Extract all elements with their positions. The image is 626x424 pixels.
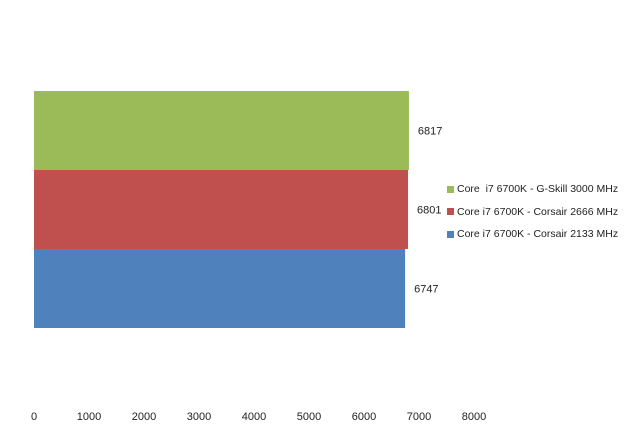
x-tick-label: 4000 [242,411,266,423]
x-tick-label: 6000 [352,411,376,423]
legend: Core i7 6700K - G-Skill 3000 MHz Core i7… [447,178,618,246]
x-tick-label: 5000 [297,411,321,423]
bars-group [34,91,409,328]
legend-swatch-gskill-3000 [447,185,454,193]
data-label-corsair-2133: 6747 [414,284,438,296]
data-label-gskill-3000: 6817 [418,126,442,138]
x-tick-label: 2000 [132,411,156,423]
bar-gskill-3000 [34,91,409,170]
bar-corsair-2133 [34,249,406,328]
x-tick-label: 7000 [407,411,431,423]
data-label-corsair-2666: 6801 [417,205,441,217]
legend-item-corsair-2666: Core i7 6700K - Corsair 2666 MHz [447,201,618,224]
x-tick-label: 3000 [187,411,211,423]
legend-label-corsair-2666: Core i7 6700K - Corsair 2666 MHz [457,205,619,218]
legend-swatch-corsair-2133 [447,230,454,238]
legend-item-corsair-2133: Core i7 6700K - Corsair 2133 MHz [447,223,618,246]
legend-label-corsair-2133: Core i7 6700K - Corsair 2133 MHz [457,228,619,241]
data-labels-group: 6817 6801 6747 [414,126,442,296]
legend-item-gskill-3000: Core i7 6700K - G-Skill 3000 MHz [447,178,618,201]
x-axis-ticks: 0 1000 2000 3000 4000 5000 6000 7000 8000 [31,411,486,423]
x-tick-label: 0 [31,411,37,423]
x-tick-label: 8000 [462,411,486,423]
legend-label-gskill-3000: Core i7 6700K - G-Skill 3000 MHz [457,183,619,196]
legend-swatch-corsair-2666 [447,208,454,216]
x-tick-label: 1000 [77,411,101,423]
bar-corsair-2666 [34,170,409,249]
